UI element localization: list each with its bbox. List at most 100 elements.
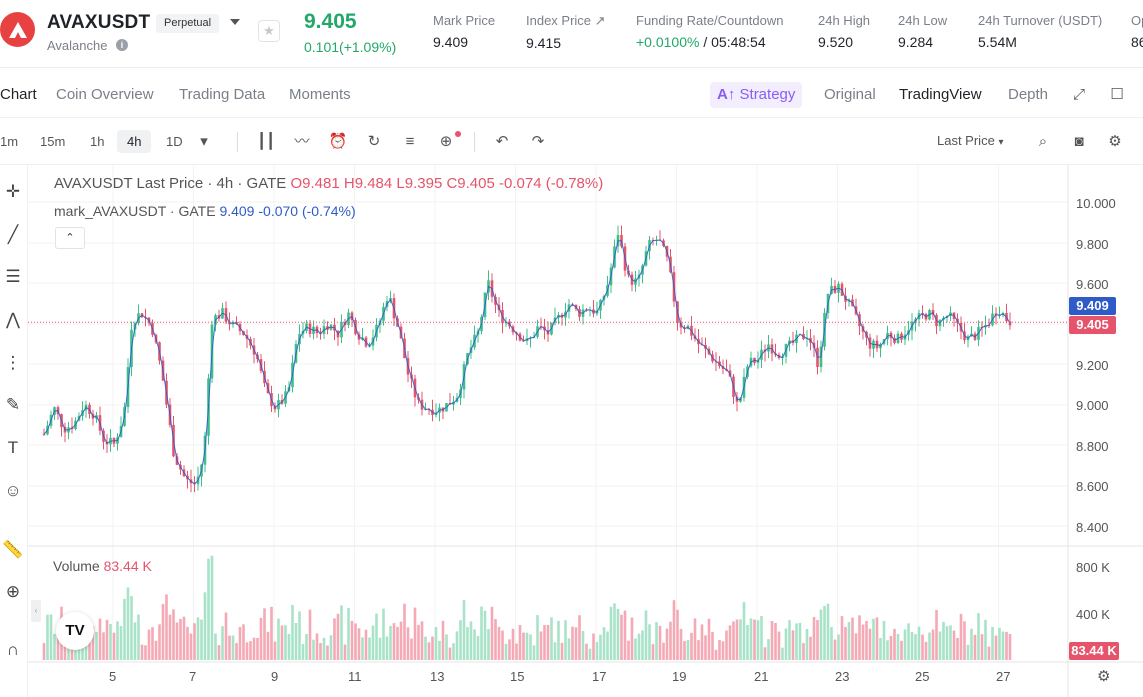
volume-bar (466, 627, 469, 660)
volume-bar (385, 636, 389, 660)
volume-bar (515, 643, 518, 660)
brush-icon[interactable]: ✎ (5, 395, 21, 414)
volume-bar (161, 603, 165, 660)
template-icon[interactable]: ≡ (405, 133, 415, 150)
volume-bar (109, 623, 112, 660)
tab-coin-overview[interactable]: Coin Overview (56, 86, 154, 103)
redo-icon[interactable]: ↷ (531, 133, 545, 150)
volume-bar (683, 640, 686, 660)
price-source-select[interactable]: Last Price ▾ (937, 133, 1004, 148)
tab-trading-data[interactable]: Trading Data (179, 86, 266, 103)
volume-bar (728, 625, 732, 660)
volume-bar (749, 618, 753, 660)
chart-toolbar: 1m 15m 1h 4h 1D ▾ ┃┃ 〰 ⏰ ↻ ≡ ⊕ ↶ ↷ Last … (0, 118, 1143, 165)
camera-icon[interactable]: ◙ (1074, 133, 1084, 150)
volume-bar (644, 610, 648, 660)
timeframe-15m[interactable]: 15m (40, 134, 66, 149)
volume-bar (165, 594, 168, 660)
add-icon[interactable]: ⊕ (439, 133, 453, 150)
candle-body (42, 434, 46, 436)
volume-bar (175, 622, 179, 660)
volume-bar (529, 634, 532, 660)
crosshair-icon[interactable]: ✛ (5, 182, 21, 201)
replay-icon[interactable]: ↻ (367, 133, 381, 150)
volume-bar (637, 633, 641, 660)
y-axis-label: 8.800 (1076, 439, 1109, 454)
volume-bar (347, 608, 350, 660)
volume-bar (910, 631, 914, 660)
fullscreen-icon[interactable]: ⤢ (1072, 86, 1085, 103)
volume-bar (690, 632, 693, 660)
volume-bar (455, 631, 459, 660)
volume-bar (179, 618, 182, 660)
volume-bar (984, 619, 987, 660)
settings-icon[interactable]: ⚙ (1108, 133, 1122, 150)
timeframe-dropdown-icon[interactable]: ▾ (200, 133, 208, 150)
volume-bar (987, 646, 991, 660)
volume-bar (725, 630, 728, 660)
tab-chart[interactable]: Chart (0, 86, 37, 103)
volume-bar (606, 631, 609, 660)
volume-bar (767, 639, 770, 660)
magnet-icon[interactable]: ∩ (6, 640, 20, 659)
strategy-button[interactable]: A↑ Strategy (710, 82, 803, 108)
volume-bar (151, 627, 154, 660)
collapse-legend-button[interactable]: ⌃ (55, 227, 85, 249)
volume-bar (564, 620, 567, 660)
text-icon[interactable]: T (7, 438, 19, 457)
tab-original[interactable]: Original (824, 86, 876, 103)
tab-tradingview[interactable]: TradingView (899, 86, 982, 103)
volume-bar (249, 641, 252, 660)
zoom-in-icon[interactable]: ⊕ (5, 582, 21, 601)
symbol-dropdown-icon[interactable] (230, 19, 240, 25)
favorite-star-button[interactable]: ★ (258, 20, 280, 42)
x-axis-label: 23 (835, 669, 850, 684)
search-icon[interactable]: ⌕ (1038, 133, 1048, 150)
volume-bar (623, 610, 627, 660)
volume-bar (427, 642, 431, 660)
symbol-name[interactable]: AVAXUSDT (47, 12, 151, 33)
tab-moments[interactable]: Moments (289, 86, 351, 103)
window-icon[interactable]: ☐ (1110, 86, 1124, 103)
info-icon[interactable]: i (116, 39, 128, 51)
horizontal-lines-icon[interactable]: ☰ (5, 267, 21, 286)
tab-depth[interactable]: Depth (1008, 86, 1049, 103)
candlestick-chart[interactable] (28, 165, 1143, 697)
axis-settings-icon[interactable]: ⚙ (1097, 668, 1111, 685)
volume-bar (844, 626, 847, 660)
tradingview-logo[interactable]: TV (56, 612, 94, 650)
pattern-icon[interactable]: ⋀ (6, 310, 20, 329)
x-axis-label: 11 (348, 669, 362, 684)
timeframe-1m[interactable]: 1m (0, 134, 19, 149)
stat-index-price[interactable]: Index Price ↗ 9.415 (526, 13, 606, 51)
volume-bar (931, 629, 935, 660)
volume-bar (739, 619, 742, 660)
emoji-icon[interactable]: ☺ (4, 481, 22, 500)
volume-bar (627, 640, 630, 660)
volume-bar (826, 603, 830, 660)
volume-bar (942, 621, 945, 660)
candle-type-icon[interactable]: ┃┃ (256, 133, 276, 150)
volume-bar (511, 628, 515, 660)
volume-axis-label: 800 K (1076, 560, 1110, 575)
timeframe-4h[interactable]: 4h (117, 130, 152, 153)
volume-bar (616, 608, 620, 660)
volume-bar (952, 630, 956, 660)
volume-bar (994, 635, 998, 660)
trend-line-icon[interactable]: ╱ (7, 225, 19, 244)
undo-icon[interactable]: ↶ (495, 133, 509, 150)
alert-icon[interactable]: ⏰ (328, 133, 348, 150)
timeframe-1h[interactable]: 1h (90, 134, 105, 149)
ruler-icon[interactable]: 📏 (2, 540, 24, 559)
toolbar-divider (237, 132, 238, 152)
volume-bar (158, 624, 161, 660)
timeframe-1d[interactable]: 1D (166, 134, 183, 149)
volume-bar (970, 628, 973, 660)
x-axis-label: 17 (592, 669, 607, 684)
volume-bar (130, 596, 133, 660)
x-axis-label: 27 (996, 669, 1011, 684)
fib-icon[interactable]: ⋮ (4, 353, 22, 372)
panel-scroll-handle[interactable]: ‹ (31, 600, 41, 622)
indicators-icon[interactable]: 〰 (294, 133, 310, 150)
volume-bar (1005, 631, 1008, 660)
